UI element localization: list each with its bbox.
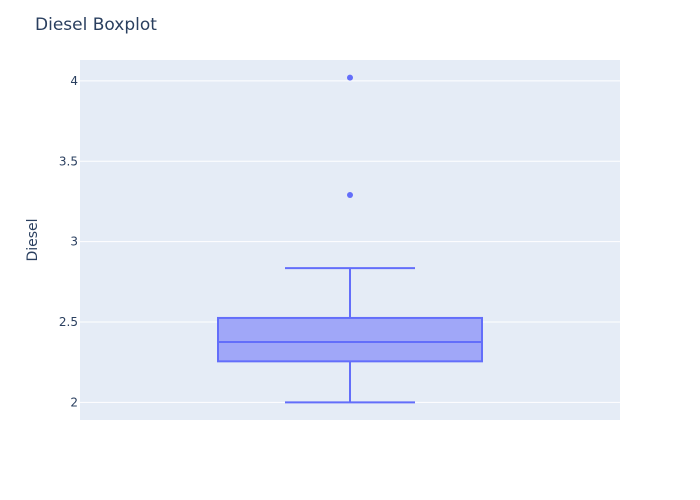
box-trace[interactable]: [217, 74, 483, 404]
y-tick-labels: 2 2.5 3 3.5 4: [59, 74, 78, 409]
y-axis-label: Diesel: [25, 218, 41, 261]
chart-title: Diesel Boxplot: [35, 15, 157, 35]
y-tick-label: 3.5: [59, 154, 78, 168]
y-tick-label: 3: [70, 235, 78, 249]
outlier-point[interactable]: [347, 74, 353, 81]
iqr-box[interactable]: [217, 316, 483, 363]
y-tick-label: 2.5: [59, 315, 78, 329]
y-tick-label: 2: [70, 395, 78, 409]
y-tick-label: 4: [70, 74, 78, 88]
outlier-point[interactable]: [347, 192, 353, 198]
